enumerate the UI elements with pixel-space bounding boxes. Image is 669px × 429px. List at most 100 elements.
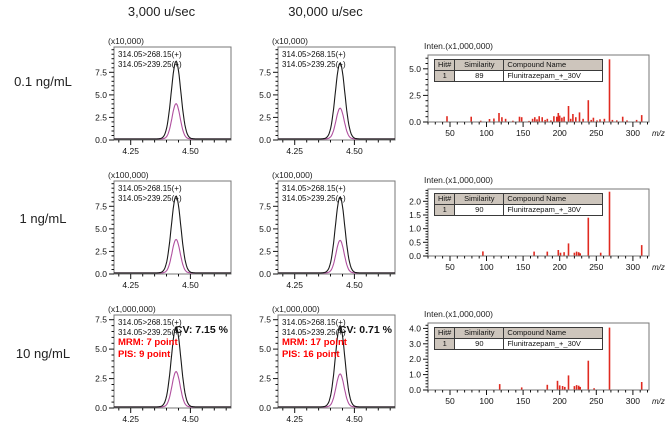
row-label-1ngml: 1 ng/mL: [19, 211, 67, 226]
svg-text:2.0: 2.0: [409, 354, 421, 364]
svg-text:4.50: 4.50: [346, 414, 363, 424]
svg-text:3.0: 3.0: [409, 339, 421, 349]
column-header-scan-speed-30000: 30,000 u/sec: [288, 4, 363, 19]
chromatogram-10ngml-3000usec: 0.0 2.5 5.0 7.5 4.25 4.50 (x1,000,000) 314.05…: [88, 296, 235, 428]
svg-text:5.0: 5.0: [95, 90, 107, 100]
y-scale-label: (x10,000): [108, 36, 144, 46]
chromatogram-plot: 0.0 2.5 5.0 7.5 4.25 4.50: [259, 314, 396, 424]
svg-text:4.25: 4.25: [122, 280, 139, 290]
svg-text:150: 150: [516, 396, 530, 406]
data-points-annotation: MRM: 17 point PIS: 16 point: [282, 337, 347, 360]
svg-text:4.25: 4.25: [286, 280, 303, 290]
y-scale-label: (x1,000,000): [272, 304, 320, 314]
pis-points: PIS: 16 point: [282, 348, 340, 360]
y-scale-label: (x100,000): [108, 170, 149, 180]
mrm-transition-2: 314.05>239.25(+): [282, 193, 346, 203]
svg-text:150: 150: [516, 262, 530, 272]
svg-text:300: 300: [626, 128, 640, 138]
library-hit-table: Hit# Similarity Compound Name 1 90 Fluni…: [433, 193, 604, 216]
svg-text:4.50: 4.50: [182, 280, 199, 290]
svg-text:50: 50: [445, 262, 455, 272]
spectrum-plot: 0.0 0.5 1.0 1.5 2.0 50 100 150 200 250 300 m/z: [409, 188, 665, 272]
svg-text:2.5: 2.5: [259, 112, 271, 122]
svg-text:5.0: 5.0: [95, 224, 107, 234]
svg-text:4.50: 4.50: [182, 146, 199, 156]
svg-text:5.0: 5.0: [259, 344, 271, 354]
mrm-transition-labels: 314.05>268.15(+) 314.05>239.25(+): [118, 318, 182, 337]
svg-text:2.5: 2.5: [95, 374, 107, 384]
svg-text:m/z: m/z: [652, 263, 665, 272]
chromatogram-plot: 0.0 2.5 5.0 7.5 4.25 4.50: [95, 46, 232, 156]
y-scale-label: (x1,000,000): [108, 304, 156, 314]
svg-text:7.5: 7.5: [95, 67, 107, 77]
svg-text:0.0: 0.0: [409, 117, 421, 127]
svg-text:2.5: 2.5: [409, 90, 421, 100]
svg-text:0.0: 0.0: [95, 135, 107, 145]
mrm-transition-2: 314.05>239.25(+): [118, 193, 182, 203]
svg-text:4.25: 4.25: [122, 146, 139, 156]
compound-header: Compound Name: [503, 59, 604, 71]
svg-text:200: 200: [553, 396, 567, 406]
svg-text:7.5: 7.5: [95, 201, 107, 211]
svg-text:100: 100: [479, 396, 493, 406]
svg-text:1.0: 1.0: [409, 224, 421, 234]
svg-text:250: 250: [589, 128, 603, 138]
svg-text:0.0: 0.0: [259, 269, 271, 279]
svg-text:4.50: 4.50: [346, 280, 363, 290]
svg-text:7.5: 7.5: [259, 67, 271, 77]
mrm-transition-1: 314.05>268.15(+): [282, 184, 346, 193]
intensity-scale-label: Inten.(x1,000,000): [424, 41, 493, 51]
similarity-header: Similarity: [454, 59, 505, 71]
svg-text:250: 250: [589, 262, 603, 272]
chromatogram-plot: 0.0 2.5 5.0 7.5 4.25 4.50: [259, 46, 396, 156]
chromatogram-1ngml-30000usec: 0.0 2.5 5.0 7.5 4.25 4.50 (x100,000) 314.05>2…: [252, 162, 399, 294]
svg-text:4.25: 4.25: [286, 146, 303, 156]
svg-text:1.0: 1.0: [409, 370, 421, 380]
chromatogram-0.1ngml-30000usec: 0.0 2.5 5.0 7.5 4.25 4.50 (x10,000) 314.05>26…: [252, 28, 399, 160]
similarity-header: Similarity: [454, 327, 505, 339]
data-points-annotation: MRM: 7 point PIS: 9 point: [118, 337, 178, 360]
cv-annotation: CV: 7.15 %: [174, 324, 228, 336]
svg-text:250: 250: [589, 396, 603, 406]
svg-text:5.0: 5.0: [409, 64, 421, 74]
svg-text:300: 300: [626, 396, 640, 406]
hit-number: 1: [433, 338, 456, 350]
svg-text:0.0: 0.0: [95, 403, 107, 413]
spectrum-plot: 0.0 2.5 5.0 50 100 150 200 250 300 m/z: [409, 54, 665, 138]
svg-text:0.0: 0.0: [409, 251, 421, 261]
library-hit-table: Hit# Similarity Compound Name 1 90 Fluni…: [433, 327, 604, 350]
mrm-transition-labels: 314.05>268.15(+) 314.05>239.25(+): [282, 50, 346, 69]
svg-text:0.0: 0.0: [259, 403, 271, 413]
svg-text:7.5: 7.5: [259, 201, 271, 211]
chromatogram-plot: 0.0 2.5 5.0 7.5 4.25 4.50: [95, 180, 232, 290]
hit-header: Hit#: [433, 193, 456, 205]
mrm-transition-1: 314.05>268.15(+): [118, 318, 182, 327]
similarity-header: Similarity: [454, 193, 505, 205]
mrm-transition-2: 314.05>239.25(+): [118, 327, 182, 337]
mrm-transition-1: 314.05>268.15(+): [118, 50, 182, 59]
svg-text:m/z: m/z: [652, 397, 665, 406]
compound-header: Compound Name: [503, 327, 604, 339]
svg-text:4.25: 4.25: [122, 414, 139, 424]
product-ion-spectrum-1ngml: 0.0 0.5 1.0 1.5 2.0 50 100 150 200 250 300 m/z Inte…: [402, 162, 667, 294]
svg-text:4.50: 4.50: [182, 414, 199, 424]
similarity-value: 89: [454, 70, 505, 82]
chromatogram-10ngml-30000usec: 0.0 2.5 5.0 7.5 4.25 4.50 (x1,000,000) 314.05…: [252, 296, 399, 428]
chromatogram-plot: 0.0 2.5 5.0 7.5 4.25 4.50: [259, 180, 396, 290]
svg-text:0.5: 0.5: [409, 237, 421, 247]
svg-text:150: 150: [516, 128, 530, 138]
svg-text:2.0: 2.0: [409, 196, 421, 206]
svg-text:100: 100: [479, 128, 493, 138]
pis-points: PIS: 9 point: [118, 348, 171, 360]
row-label-10ngml: 10 ng/mL: [15, 346, 71, 361]
product-ion-spectrum-10ngml: 0.0 1.0 2.0 3.0 4.0 50 100 150 200 250 300 m/z Inte…: [402, 296, 667, 428]
chromatogram-0.1ngml-3000usec: 0.0 2.5 5.0 7.5 4.25 4.50 (x10,000) 314.05>26…: [88, 28, 235, 160]
column-header-scan-speed-3000: 3,000 u/sec: [127, 4, 196, 19]
mrm-points: MRM: 17 point: [282, 337, 347, 348]
svg-text:2.5: 2.5: [95, 246, 107, 256]
row-label-0.1ngml: 0.1 ng/mL: [14, 74, 72, 89]
mrm-transition-labels: 314.05>268.15(+) 314.05>239.25(+): [282, 184, 346, 203]
mrm-transition-2: 314.05>239.25(+): [118, 59, 182, 69]
svg-text:2.5: 2.5: [259, 246, 271, 256]
